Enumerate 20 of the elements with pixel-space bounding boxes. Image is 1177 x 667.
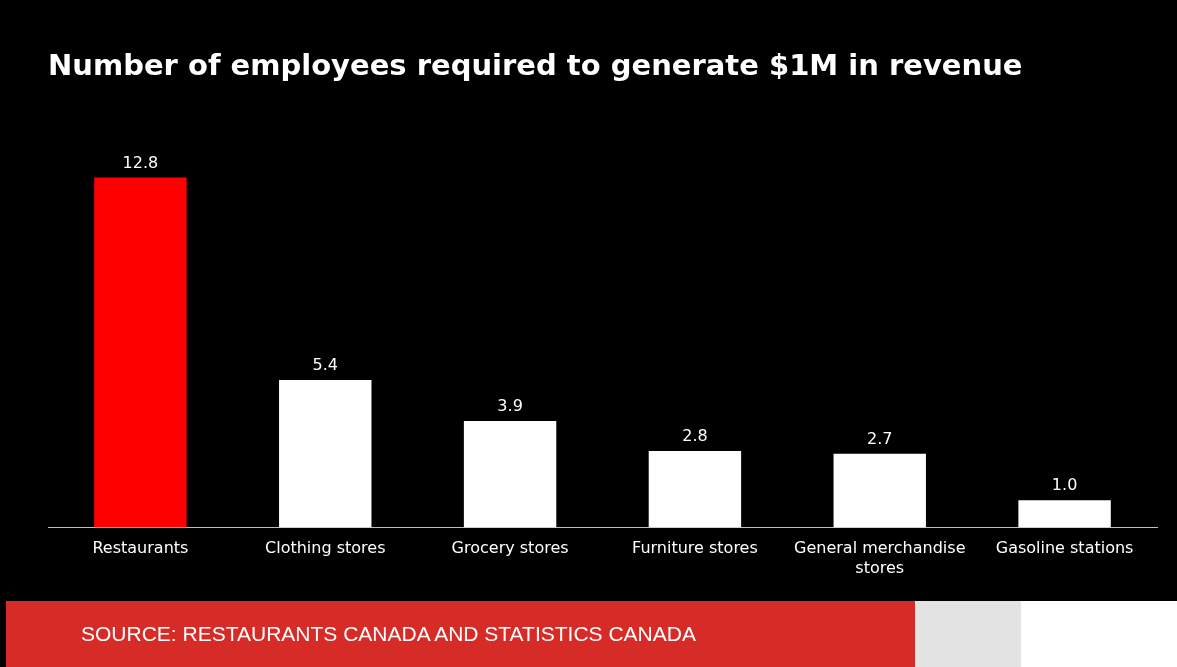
x-tick-label: Gasoline stations <box>995 538 1134 558</box>
data-label: 12.8 <box>122 152 159 172</box>
x-tick-label: General merchandise stores <box>794 538 966 577</box>
bar <box>1018 500 1111 528</box>
bar <box>94 177 187 528</box>
chart-title: Number of employees required to generate $1M in revenue <box>48 47 1023 82</box>
bar <box>279 379 372 528</box>
x-tick-label: Furniture stores <box>632 538 758 558</box>
bar <box>648 451 742 528</box>
data-label: 2.8 <box>682 426 708 446</box>
x-tick-label: Clothing stores <box>265 538 386 558</box>
x-tick-label: Grocery stores <box>451 538 569 558</box>
data-label: 1.0 <box>1051 475 1078 495</box>
data-label: 5.4 <box>312 355 338 375</box>
bar <box>463 420 557 528</box>
data-label: 3.9 <box>497 396 523 416</box>
bar <box>833 453 926 528</box>
x-tick-label: Restaurants <box>92 538 189 558</box>
source-note: SOURCE: RESTAURANTS CANADA AND STATISTICS CANADA <box>6 601 915 667</box>
data-label: 2.7 <box>867 428 893 448</box>
